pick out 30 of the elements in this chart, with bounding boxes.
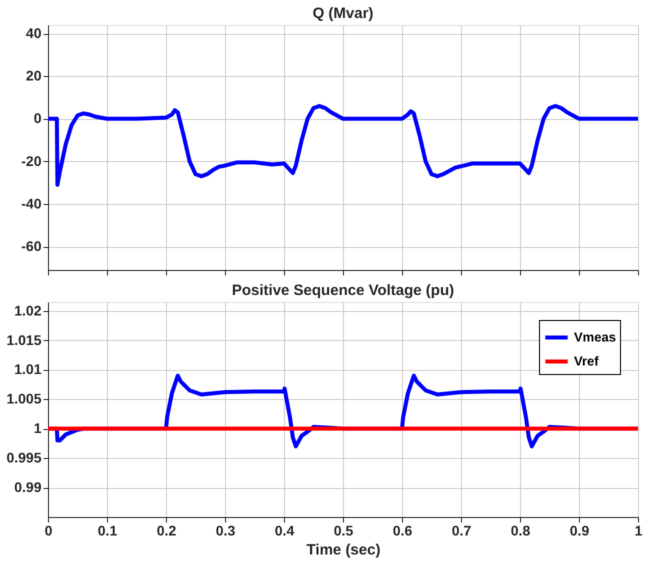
y-tick-label: 0.995 (6, 450, 42, 466)
x-tick-label: 0.5 (334, 522, 354, 538)
x-tick-label: 0.7 (452, 522, 472, 538)
legend-label: Vmeas (574, 330, 616, 344)
y-tick-label: -20 (21, 152, 42, 169)
y-tick-label: 1.02 (14, 302, 42, 318)
line-series (46, 104, 640, 187)
y-tick-label: -40 (21, 195, 42, 212)
x-tick-label: 0.8 (510, 522, 530, 538)
y-tick-label: 1.005 (6, 390, 42, 407)
x-tick-label: 0.2 (156, 522, 176, 538)
x-tick-label: 0.1 (98, 522, 118, 538)
x-tick-label: 1 (634, 522, 643, 538)
chart-title: Q (Mvar) (312, 5, 374, 22)
y-tick-label: 0.99 (14, 479, 42, 496)
y-tick-label: 1 (34, 420, 42, 436)
x-tick-label: 0.4 (274, 522, 294, 538)
x-tick-label: 0 (44, 522, 53, 538)
y-tick-label: 0 (34, 110, 42, 126)
x-tick-label: 0.9 (570, 522, 590, 538)
x-axis-title: Time (sec) (306, 542, 380, 558)
chart-title: Positive Sequence Voltage (pu) (232, 282, 454, 299)
y-tick-label: 1.015 (6, 332, 42, 348)
y-tick-label: 1.01 (14, 361, 42, 378)
x-tick-label: 0.3 (216, 522, 236, 538)
legend-label: Vref (574, 354, 600, 368)
y-tick-label: 20 (26, 68, 42, 84)
y-tick-label: 40 (26, 25, 42, 42)
y-tick-label: -60 (21, 238, 42, 254)
x-tick-label: 0.6 (392, 522, 412, 538)
